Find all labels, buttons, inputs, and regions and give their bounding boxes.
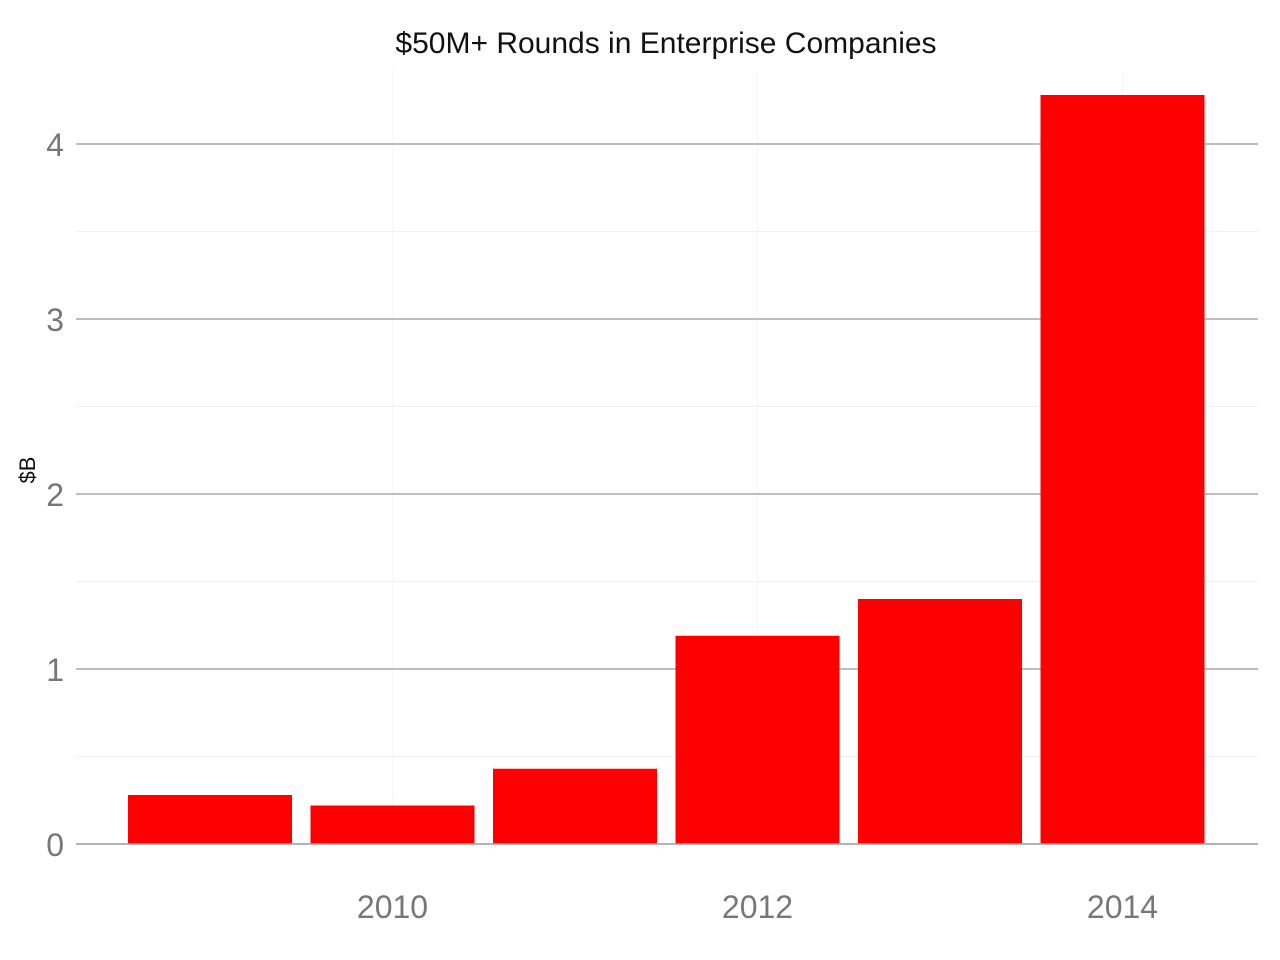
x-axis-ticks: 2010 2012 2014: [357, 889, 1158, 925]
x-tick-label: 2012: [722, 889, 793, 925]
bar-2009: [128, 795, 292, 844]
bar-2012: [675, 635, 840, 844]
bar-2011: [493, 768, 657, 844]
y-tick-label: 4: [46, 127, 64, 163]
y-tick-label: 1: [46, 652, 64, 688]
chart-title: $50M+ Rounds in Enterprise Companies: [395, 27, 936, 60]
y-tick-label: 3: [46, 302, 64, 338]
y-tick-label: 0: [46, 827, 64, 863]
y-tick-label: 2: [46, 477, 64, 513]
y-axis-label: $B: [15, 457, 40, 484]
bar-2014: [1040, 95, 1205, 844]
y-axis-ticks: 0 1 2 3 4: [46, 127, 64, 863]
bar-2010: [310, 805, 475, 844]
bar-2013: [858, 599, 1022, 844]
bars: [76, 95, 1258, 845]
x-tick-label: 2014: [1087, 889, 1158, 925]
x-tick-label: 2010: [357, 889, 428, 925]
